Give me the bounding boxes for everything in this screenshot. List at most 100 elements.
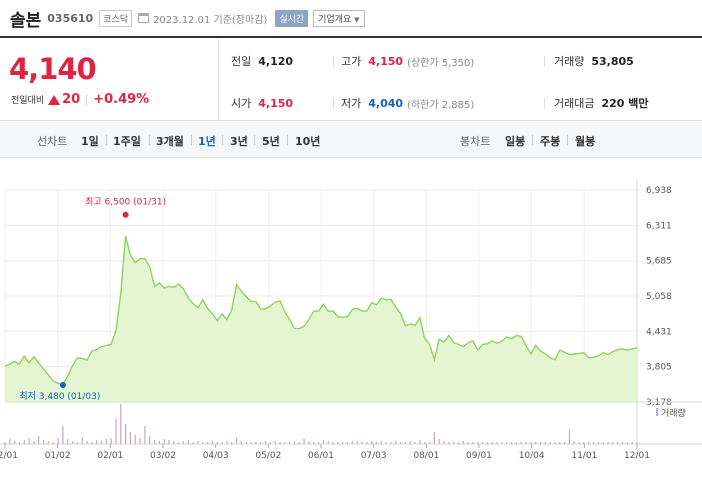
volume-bar xyxy=(477,442,479,444)
volume-bar xyxy=(284,442,286,444)
volume-bar xyxy=(153,440,156,444)
volume-bar xyxy=(57,438,59,444)
volume-bar xyxy=(308,441,310,444)
stat-low-value: 4,040 xyxy=(368,96,404,110)
volume-bar xyxy=(9,439,11,444)
volume-bar xyxy=(535,442,537,444)
period-selector: 선차트 1일 1주일 3개월 1년 3년 5년 10년 봉차트 일봉 주봉 월봉 xyxy=(0,121,702,158)
y-tick-label: 4,431 xyxy=(646,327,672,337)
volume-bar xyxy=(81,437,83,444)
market-badge: 코스닥 xyxy=(99,9,133,27)
volume-bar xyxy=(496,442,498,444)
stat-amount-value: 220 백만 xyxy=(601,97,649,110)
volume-legend-swatch xyxy=(656,408,658,416)
x-tick-label: 08/01 xyxy=(413,451,439,461)
period-option-selected[interactable]: 1년 xyxy=(198,135,216,148)
volume-bar xyxy=(38,436,40,444)
price-change: 전일대비 20 +0.49% xyxy=(11,92,149,107)
company-info-dropdown[interactable]: 기업개요 ▼ xyxy=(313,9,365,27)
divider xyxy=(254,135,255,145)
volume-bar xyxy=(231,442,233,444)
volume-bar xyxy=(279,442,281,444)
volume-bar xyxy=(14,441,16,444)
candle-chart-label: 봉차트 xyxy=(460,135,491,148)
volume-bar xyxy=(631,442,633,444)
volume-bar xyxy=(453,442,455,444)
volume-bar xyxy=(337,442,339,444)
period-option[interactable]: 10년 xyxy=(295,135,321,148)
volume-bar xyxy=(240,441,242,444)
divider xyxy=(333,56,334,67)
stat-high-label: 고가 xyxy=(341,55,362,68)
stat-volume: 거래량 53,805 xyxy=(554,53,634,69)
volume-bar xyxy=(573,441,575,444)
y-tick-label: 3,178 xyxy=(646,398,672,408)
volume-bar xyxy=(168,440,170,444)
volume-bar xyxy=(385,442,387,444)
volume-bar xyxy=(361,442,363,444)
volume-bar xyxy=(313,442,315,444)
divider xyxy=(544,98,545,109)
divider xyxy=(149,135,150,145)
volume-bar xyxy=(433,432,435,444)
x-tick-label: 06/01 xyxy=(308,451,334,461)
volume-bar xyxy=(125,424,127,444)
period-option[interactable]: 3개월 xyxy=(156,135,184,148)
volume-bar xyxy=(506,442,508,444)
price-summary: 4,140 전일대비 20 +0.49% 전일 4,120 고가 4,150 (… xyxy=(0,36,702,121)
candle-option[interactable]: 일봉 xyxy=(505,135,526,148)
base-date: 2023.12.01 기준(장마감) xyxy=(153,14,268,26)
stat-volume-value: 53,805 xyxy=(591,54,634,68)
y-tick-label: 3,805 xyxy=(646,363,672,373)
volume-bar xyxy=(539,442,542,444)
period-option[interactable]: 1일 xyxy=(81,135,99,148)
volume-bar xyxy=(86,441,88,444)
company-info-label: 기업개요 xyxy=(318,14,352,25)
volume-bar xyxy=(602,442,604,444)
volume-bar xyxy=(346,442,349,444)
stat-low-label: 저가 xyxy=(341,97,362,110)
volume-bar xyxy=(424,442,426,444)
volume-bar xyxy=(544,442,546,444)
volume-bar xyxy=(332,442,334,444)
period-option[interactable]: 5년 xyxy=(262,135,280,148)
volume-bar xyxy=(559,442,561,444)
volume-bar xyxy=(42,440,45,444)
x-tick-label: 07/03 xyxy=(361,451,387,461)
realtime-button[interactable]: 실시간 xyxy=(275,9,309,27)
volume-bar xyxy=(375,442,378,444)
volume-bar xyxy=(491,442,493,444)
divider xyxy=(222,135,223,145)
stat-low-limit: (하한가 2,885) xyxy=(407,99,475,111)
volume-bar xyxy=(578,442,580,444)
x-tick-label: 11/01 xyxy=(571,451,597,461)
period-option[interactable]: 3년 xyxy=(230,135,248,148)
x-tick-label: 12/01 xyxy=(0,451,18,461)
volume-bar xyxy=(134,435,136,444)
volume-bar xyxy=(520,442,522,444)
y-tick-label: 6,311 xyxy=(646,221,672,231)
volume-bar xyxy=(568,430,571,444)
stat-prev: 전일 4,120 xyxy=(231,53,293,69)
y-tick-label: 5,685 xyxy=(646,257,672,267)
candle-option[interactable]: 월봉 xyxy=(575,135,596,148)
volume-bar xyxy=(400,442,402,444)
volume-bar xyxy=(202,442,204,444)
volume-bar xyxy=(28,438,30,444)
volume-bar xyxy=(129,432,132,444)
volume-bar xyxy=(100,441,103,444)
y-tick-label: 5,058 xyxy=(646,292,672,302)
divider xyxy=(567,135,568,145)
volume-bar xyxy=(250,442,252,444)
stat-prev-value: 4,120 xyxy=(258,54,294,68)
volume-bar xyxy=(91,442,93,444)
stock-code: 035610 xyxy=(47,11,94,25)
period-option[interactable]: 1주일 xyxy=(113,135,141,148)
volume-bar xyxy=(482,442,484,444)
price-line xyxy=(4,235,638,386)
volume-bar xyxy=(274,441,276,444)
candle-option[interactable]: 주봉 xyxy=(540,135,561,148)
up-triangle-icon xyxy=(48,94,61,105)
volume-bar xyxy=(144,426,146,444)
volume-bar xyxy=(47,441,50,444)
